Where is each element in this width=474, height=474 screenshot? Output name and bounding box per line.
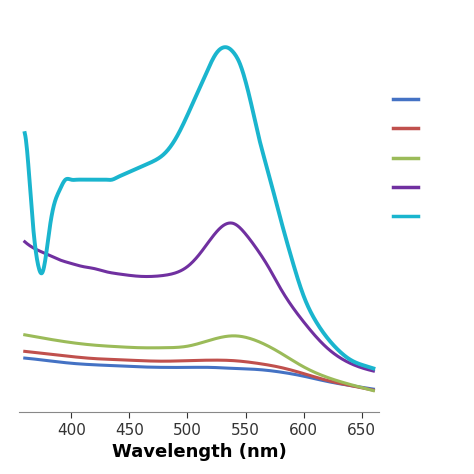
Legend: , , , , : , , , , xyxy=(393,93,429,224)
X-axis label: Wavelength (nm): Wavelength (nm) xyxy=(112,443,286,461)
